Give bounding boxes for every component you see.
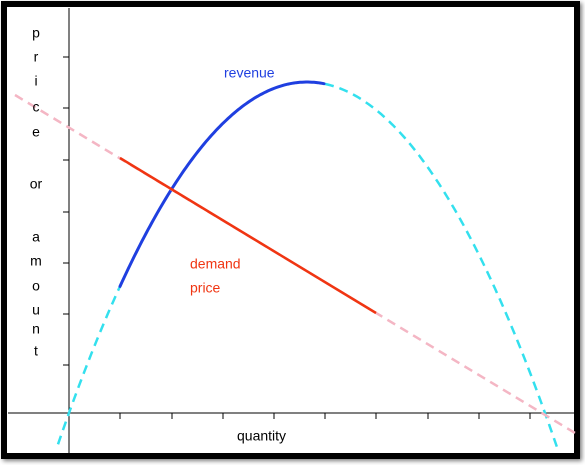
demand-label: demand — [190, 256, 241, 272]
revenue-extension — [56, 82, 559, 448]
y-axis-label-line: or — [30, 176, 43, 192]
y-axis-label-line: o — [32, 278, 40, 294]
ticks — [63, 56, 531, 419]
y-axis-label-line: c — [33, 99, 40, 115]
demand-label: price — [190, 280, 221, 296]
y-axis-label-line: e — [32, 124, 40, 140]
y-axis-label-line: t — [34, 343, 38, 359]
demand-extension — [14, 93, 576, 435]
y-axis-label-line: u — [32, 302, 40, 318]
revenue-curve — [118, 80, 326, 288]
demand-line — [119, 156, 377, 315]
y-axis-label-line: m — [30, 253, 42, 269]
frame — [1, 1, 580, 459]
y-axis-label-line: a — [32, 229, 40, 245]
x-axis-label: quantity — [237, 428, 286, 444]
y-axis-label-line: n — [32, 321, 40, 337]
revenue-label: revenue — [224, 65, 275, 81]
y-axis-label-line: i — [34, 73, 37, 89]
y-axis-label-line: r — [34, 49, 39, 65]
y-axis-label-line: p — [32, 25, 40, 41]
